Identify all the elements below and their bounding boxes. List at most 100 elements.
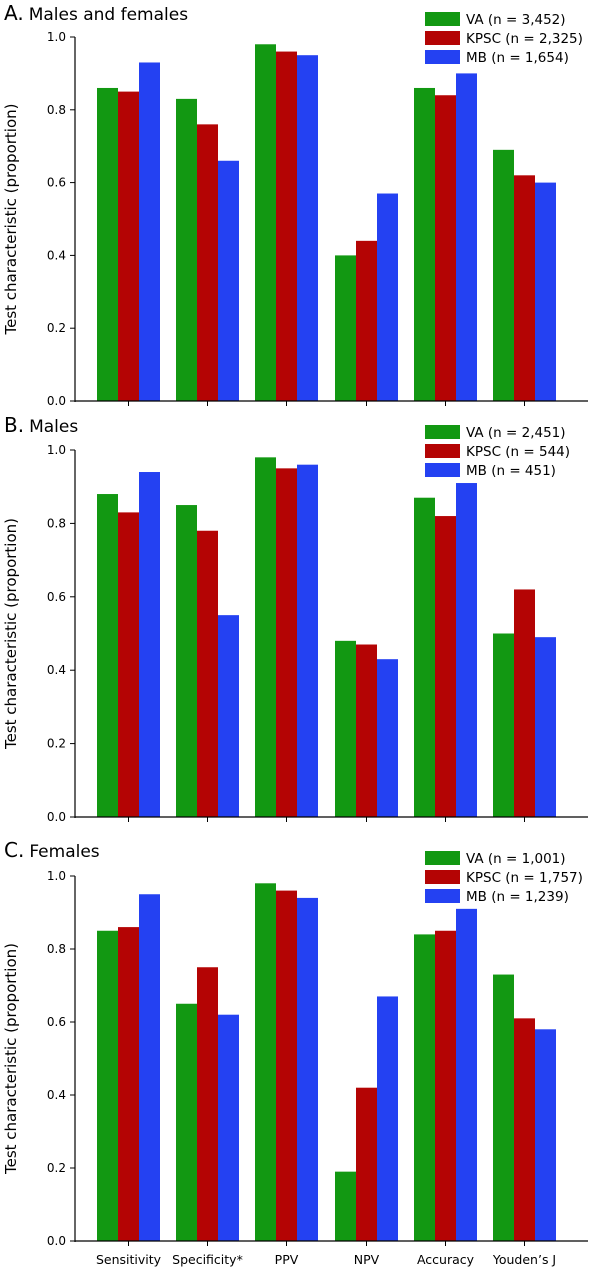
legend-label: MB (n = 1,654) xyxy=(466,50,569,66)
x-tick-label: NPV xyxy=(354,1252,380,1267)
bar-3-5 xyxy=(456,908,477,1241)
x-tick-label: Sensitivity xyxy=(96,1252,162,1267)
bar-2-4 xyxy=(356,1087,377,1241)
bar-1-4 xyxy=(335,255,356,401)
bar-3-4 xyxy=(377,996,398,1241)
y-axis-label: Test characteristic (proportion) xyxy=(2,518,20,750)
legend-swatch xyxy=(425,12,460,26)
legend-label: VA (n = 2,451) xyxy=(466,425,566,441)
bar-3-6 xyxy=(535,637,556,817)
legend-label: VA (n = 1,001) xyxy=(466,851,566,867)
y-tick-label: 0.6 xyxy=(47,590,66,604)
y-axis-label: Test characteristic (proportion) xyxy=(2,103,20,335)
y-tick-label: 0.0 xyxy=(47,810,66,824)
x-tick-label: Specificity* xyxy=(172,1252,243,1267)
bar-3-6 xyxy=(535,182,556,401)
panel-letter: B. xyxy=(4,413,24,437)
bar-1-4 xyxy=(335,640,356,817)
y-tick-label: 0.4 xyxy=(47,248,66,262)
bar-2-6 xyxy=(514,175,535,401)
y-axis-label: Test characteristic (proportion) xyxy=(2,943,20,1175)
bar-1-5 xyxy=(414,497,435,817)
y-tick-label: 1.0 xyxy=(47,869,66,883)
bar-1-6 xyxy=(493,633,514,817)
y-tick-label: 0.0 xyxy=(47,394,66,408)
legend-label: MB (n = 451) xyxy=(466,463,556,479)
bar-1-2 xyxy=(176,98,197,401)
bar-1-6 xyxy=(493,974,514,1241)
bar-3-3 xyxy=(297,897,318,1241)
bar-2-5 xyxy=(435,95,456,402)
legend-label: MB (n = 1,239) xyxy=(466,889,569,905)
panel-title-text: Males and females xyxy=(29,5,189,25)
bar-1-2 xyxy=(176,1003,197,1241)
bar-1-5 xyxy=(414,87,435,402)
bar-3-1 xyxy=(139,472,160,817)
bar-2-3 xyxy=(276,468,297,817)
legend-swatch xyxy=(425,463,460,477)
legend-swatch xyxy=(425,444,460,458)
y-tick-label: 0.6 xyxy=(47,176,66,190)
bar-2-1 xyxy=(118,927,139,1241)
x-tick-label: PPV xyxy=(275,1252,299,1267)
bar-1-5 xyxy=(414,934,435,1241)
bar-1-4 xyxy=(335,1171,356,1241)
bar-2-1 xyxy=(118,91,139,401)
y-tick-label: 0.2 xyxy=(47,1161,66,1175)
panel-title: B. Males xyxy=(4,413,78,437)
bar-2-1 xyxy=(118,512,139,817)
y-tick-label: 0.0 xyxy=(47,1234,66,1248)
bar-2-4 xyxy=(356,240,377,401)
legend-swatch xyxy=(425,425,460,439)
y-tick-label: 0.6 xyxy=(47,1015,66,1029)
bar-1-3 xyxy=(255,883,276,1241)
bar-2-4 xyxy=(356,644,377,817)
y-tick-label: 0.8 xyxy=(47,942,66,956)
legend-label: VA (n = 3,452) xyxy=(466,12,566,28)
y-tick-label: 1.0 xyxy=(47,443,66,457)
bar-3-4 xyxy=(377,193,398,401)
bar-3-1 xyxy=(139,894,160,1241)
bar-3-5 xyxy=(456,483,477,817)
chart-panel-1: A. Males and females Test characteristic (… xyxy=(2,1,588,408)
bar-2-3 xyxy=(276,51,297,402)
bar-2-6 xyxy=(514,1018,535,1241)
bar-2-2 xyxy=(197,124,218,402)
bar-3-2 xyxy=(218,1014,239,1241)
y-tick-label: 0.4 xyxy=(47,663,66,677)
bar-1-6 xyxy=(493,149,514,401)
bar-2-2 xyxy=(197,530,218,817)
bar-3-4 xyxy=(377,659,398,817)
legend-swatch xyxy=(425,851,460,865)
bar-1-1 xyxy=(97,930,118,1241)
bar-3-2 xyxy=(218,160,239,401)
bar-3-6 xyxy=(535,1029,556,1241)
legend-label: KPSC (n = 1,757) xyxy=(466,870,583,886)
legend-swatch xyxy=(425,870,460,884)
y-tick-label: 0.2 xyxy=(47,321,66,335)
panel-title-text: Males xyxy=(29,417,78,437)
chart-panel-2: B. Males Test characteristic (proportion) 0… xyxy=(2,413,588,824)
x-tick-label: Youden’s J xyxy=(492,1252,556,1267)
legend-swatch xyxy=(425,50,460,64)
bar-1-3 xyxy=(255,457,276,817)
bar-3-2 xyxy=(218,615,239,817)
panel-title-text: Females xyxy=(29,842,99,862)
chart-panel-3: C. Females Test characteristic (proportion… xyxy=(2,838,588,1267)
bar-3-1 xyxy=(139,62,160,401)
x-tick-label: Accuracy xyxy=(417,1252,475,1267)
panel-letter: C. xyxy=(4,838,24,862)
panel-title: C. Females xyxy=(4,838,100,862)
bar-3-5 xyxy=(456,73,477,402)
bar-1-1 xyxy=(97,87,118,402)
bar-3-3 xyxy=(297,464,318,817)
bar-2-2 xyxy=(197,967,218,1241)
legend-swatch xyxy=(425,31,460,45)
y-tick-label: 0.8 xyxy=(47,516,66,530)
bar-3-3 xyxy=(297,55,318,401)
y-tick-label: 0.4 xyxy=(47,1088,66,1102)
bar-1-3 xyxy=(255,44,276,401)
legend-label: KPSC (n = 2,325) xyxy=(466,31,583,47)
bar-1-2 xyxy=(176,505,197,817)
